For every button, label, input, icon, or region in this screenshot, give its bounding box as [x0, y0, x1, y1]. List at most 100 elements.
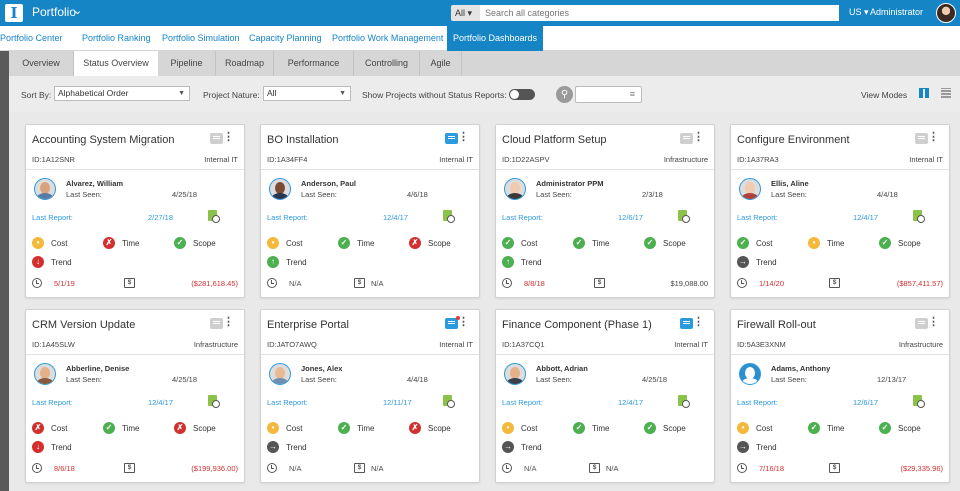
status-label: Time [357, 239, 375, 248]
locale-selector[interactable]: US ▾ [849, 7, 869, 17]
message-icon[interactable] [915, 133, 928, 144]
more-options-icon[interactable]: ⋮ [928, 316, 939, 328]
tab-item[interactable]: Pipeline [158, 51, 216, 76]
project-card[interactable]: Accounting System Migration ⋮ ID:1A12SNR In… [25, 124, 245, 298]
project-card[interactable]: Cloud Platform Setup ⋮ ID:1D22ASPV Infrastr… [495, 124, 715, 298]
message-icon[interactable] [445, 316, 460, 329]
project-department: Internal IT [909, 155, 943, 164]
nav-item[interactable]: Portfolio Ranking [82, 33, 151, 43]
sort-by-select[interactable]: Alphabetical Order ▼ [54, 86, 190, 101]
nav-item[interactable]: Portfolio Center [0, 33, 63, 43]
card-title[interactable]: Configure Environment [737, 134, 850, 146]
tab-item[interactable]: Controlling [354, 51, 420, 76]
last-report-date[interactable]: 12/11/17 [383, 398, 412, 407]
project-card[interactable]: BO Installation ⋮ ID:1A34FF4 Internal IT And… [260, 124, 480, 298]
last-report-date[interactable]: 12/6/17 [618, 213, 644, 222]
avatar-body [272, 193, 288, 199]
status-label: Trend [756, 258, 777, 267]
project-card[interactable]: CRM Version Update ⋮ ID:1A45SLW Infrastruct… [25, 309, 245, 483]
nav-item[interactable]: Portfolio Work Management [332, 33, 444, 43]
nav-item[interactable]: Portfolio Simulation [162, 33, 240, 43]
last-report-date[interactable]: 12/4/17 [383, 213, 409, 222]
more-options-icon[interactable]: ⋮ [928, 131, 939, 143]
project-card[interactable]: Finance Component (Phase 1) ⋮ ID:1A37CQ1 In… [495, 309, 715, 483]
report-search-icon[interactable] [443, 395, 455, 408]
project-nature-select[interactable]: All ▼ [263, 86, 351, 101]
last-report-link[interactable]: Last Report: [502, 398, 543, 407]
yellow-status-icon: • [737, 422, 749, 434]
project-card[interactable]: Enterprise Portal ⋮ ID:JATO7AWQ Internal IT… [260, 309, 480, 483]
more-options-icon[interactable]: ⋮ [458, 316, 469, 328]
more-options-icon[interactable]: ⋮ [223, 316, 234, 328]
report-search-icon[interactable] [678, 210, 690, 223]
app-logo[interactable]: I [5, 4, 23, 22]
search-input[interactable] [480, 5, 839, 21]
report-search-icon[interactable] [678, 395, 690, 408]
more-options-icon[interactable]: ⋮ [693, 316, 704, 328]
nav-item[interactable]: Portfolio Dashboards [447, 26, 544, 51]
last-report-link[interactable]: Last Report: [32, 213, 73, 222]
report-search-icon[interactable] [913, 395, 925, 408]
card-title[interactable]: Firewall Roll-out [737, 319, 816, 331]
status-label: Time [592, 239, 610, 248]
tab-item[interactable]: Roadmap [216, 51, 274, 76]
more-options-icon[interactable]: ⋮ [693, 131, 704, 143]
last-report-date[interactable]: 12/4/17 [853, 213, 879, 222]
last-report-link[interactable]: Last Report: [32, 398, 73, 407]
more-options-icon[interactable]: ⋮ [458, 131, 469, 143]
report-search-icon[interactable] [913, 210, 925, 223]
last-report-date[interactable]: 12/4/17 [618, 398, 644, 407]
report-search-icon[interactable] [443, 210, 455, 223]
message-icon[interactable] [210, 133, 223, 144]
green-status-icon: ✓ [644, 422, 656, 434]
dollar-icon: $ [594, 278, 605, 288]
tab-item[interactable]: Agile [420, 51, 462, 76]
last-seen-date: 4/25/18 [172, 190, 198, 199]
message-icon[interactable] [915, 318, 928, 329]
status-label: Trend [521, 443, 542, 452]
card-title[interactable]: BO Installation [267, 134, 339, 146]
tab-item[interactable]: Performance [274, 51, 354, 76]
card-title[interactable]: Finance Component (Phase 1) [502, 319, 652, 331]
search-icon[interactable]: ⚲ [556, 86, 573, 103]
card-title[interactable]: Enterprise Portal [267, 319, 349, 331]
last-seen-label: Last Seen: [536, 190, 572, 199]
card-title[interactable]: Accounting System Migration [32, 134, 175, 146]
report-search-icon[interactable] [208, 395, 220, 408]
message-icon[interactable] [210, 318, 223, 329]
tile-view-icon[interactable] [919, 88, 929, 98]
message-icon[interactable] [680, 133, 693, 144]
user-menu[interactable]: Administrator [870, 7, 924, 17]
project-card[interactable]: Configure Environment ⋮ ID:1A37RA3 Internal… [730, 124, 950, 298]
more-options-icon[interactable]: ⋮ [223, 131, 234, 143]
clock-icon [737, 463, 747, 473]
last-report-link[interactable]: Last Report: [502, 213, 543, 222]
chevron-down-icon[interactable]: ⌄ [73, 5, 83, 17]
search-scope-dropdown[interactable]: All ▾ [451, 5, 480, 21]
list-view-icon[interactable] [941, 88, 951, 98]
filter-input[interactable]: ≡ [575, 86, 642, 103]
tab-item[interactable]: Overview [9, 51, 74, 76]
show-projects-toggle[interactable] [509, 89, 535, 100]
nav-item[interactable]: Capacity Planning [249, 33, 322, 43]
end-date: N/A [289, 279, 302, 288]
last-report-link[interactable]: Last Report: [737, 213, 778, 222]
card-title[interactable]: CRM Version Update [32, 319, 136, 331]
last-report-link[interactable]: Last Report: [267, 398, 308, 407]
app-title[interactable]: Portfolio [32, 5, 77, 19]
user-avatar[interactable] [936, 3, 956, 23]
project-card[interactable]: Firewall Roll-out ⋮ ID:5A3E3XNM Infrastruct… [730, 309, 950, 483]
tab-item[interactable]: Status Overview [74, 51, 158, 76]
last-report-link[interactable]: Last Report: [267, 213, 308, 222]
red-status-icon: ✗ [174, 422, 186, 434]
last-report-link[interactable]: Last Report: [737, 398, 778, 407]
avatar [34, 363, 56, 385]
report-search-icon[interactable] [208, 210, 220, 223]
message-icon[interactable] [445, 133, 458, 144]
caret-down-icon: ▾ [467, 8, 473, 18]
message-icon[interactable] [680, 318, 693, 329]
card-title[interactable]: Cloud Platform Setup [502, 134, 607, 146]
last-report-date[interactable]: 12/4/17 [148, 398, 174, 407]
last-report-date[interactable]: 2/27/18 [148, 213, 174, 222]
last-report-date[interactable]: 12/6/17 [853, 398, 879, 407]
